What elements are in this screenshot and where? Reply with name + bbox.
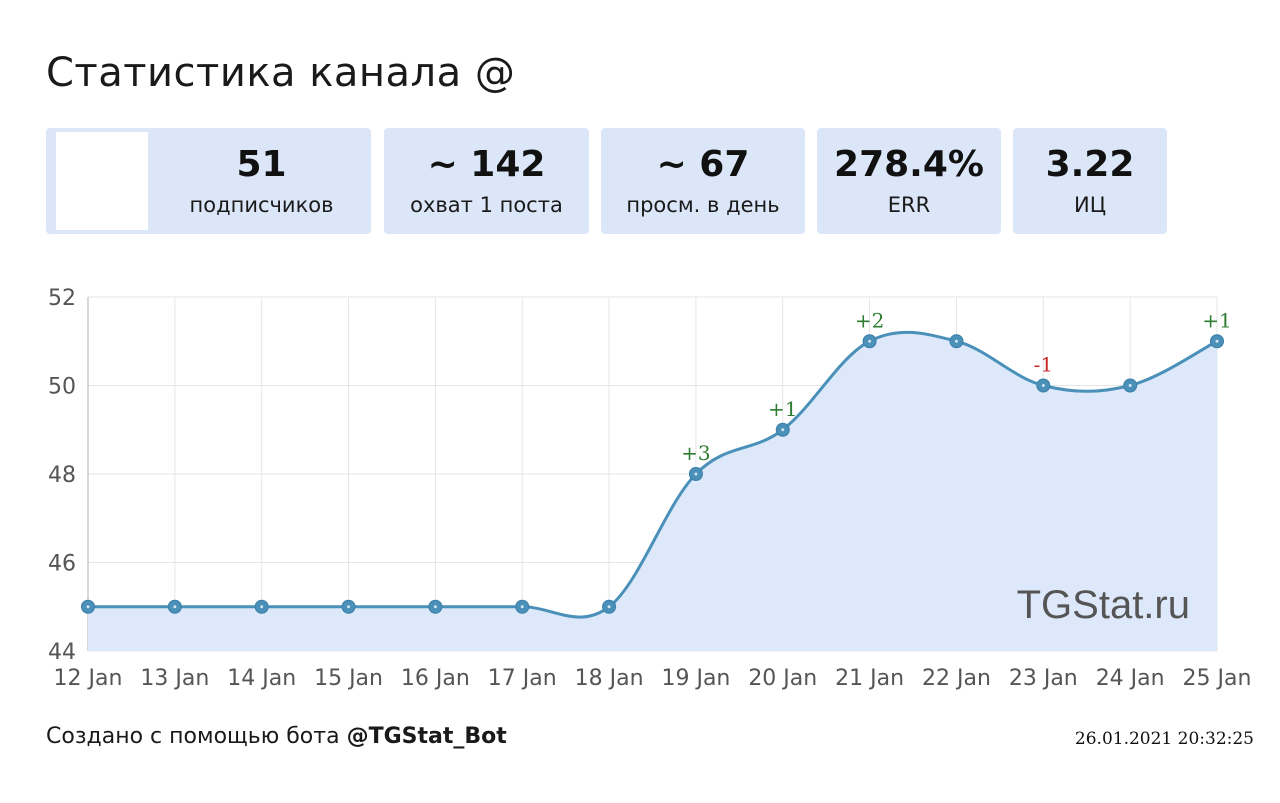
data-point-center: [954, 339, 958, 343]
data-point-center: [1128, 384, 1132, 387]
x-tick-label: 20 Jan: [748, 666, 817, 691]
footer-prefix: Создано с помощью бота: [46, 724, 347, 749]
x-tick-label: 23 Jan: [1009, 666, 1078, 691]
subscribers-card: 51 подписчиков: [46, 128, 371, 234]
reach-card: ~ 142 охват 1 поста: [384, 128, 589, 234]
x-tick-label: 15 Jan: [314, 666, 383, 691]
citation-index-label: ИЦ: [1073, 193, 1106, 218]
x-tick-label: 12 Jan: [54, 666, 123, 691]
subscribers-series-line: [87, 330, 1218, 619]
delta-annotation: -1: [1034, 353, 1053, 377]
y-tick-label: 46: [48, 552, 76, 577]
daily-views-label: просм. в день: [626, 193, 780, 218]
data-point-center: [1215, 339, 1219, 343]
data-point-center: [781, 428, 785, 432]
reach-value: ~ 142: [427, 143, 546, 185]
data-point-center: [86, 605, 90, 609]
y-tick-label: 50: [48, 375, 76, 400]
tgstat-watermark: TGStat.ru: [1017, 583, 1190, 627]
citation-index-value: 3.22: [1045, 143, 1135, 185]
data-point-center: [347, 605, 351, 609]
x-tick-label: 17 Jan: [488, 666, 557, 691]
y-tick-label: 52: [48, 286, 76, 311]
x-tick-label: 24 Jan: [1096, 666, 1165, 691]
daily-views-value: ~ 67: [656, 143, 750, 185]
x-tick-label: 18 Jan: [575, 666, 644, 691]
data-point-center: [433, 605, 437, 609]
x-axis-ticks: 12 Jan 13 Jan 14 Jan 15 Jan 16 Jan 17 Jan 18 J…: [54, 666, 1252, 691]
err-label: ERR: [887, 193, 931, 218]
x-tick-label: 14 Jan: [227, 666, 296, 691]
delta-annotation: +3: [681, 441, 710, 465]
x-tick-label: 19 Jan: [661, 666, 730, 691]
subscribers-value: 51: [236, 143, 287, 185]
delta-annotation: +1: [1202, 308, 1231, 332]
reach-label: охват 1 поста: [410, 193, 563, 218]
delta-annotations: +3 +1 +2 -1 +1: [681, 308, 1232, 465]
daily-views-card: ~ 67 просм. в день: [601, 128, 805, 234]
citation-index-card: 3.22 ИЦ: [1013, 128, 1167, 234]
x-tick-label: 25 Jan: [1183, 666, 1252, 691]
x-tick-label: 13 Jan: [140, 666, 209, 691]
subscribers-line-chart: 44 46 48 50 52 12 Jan 13 Jan 14 Jan 15 Jan 16 Ja…: [48, 286, 1252, 691]
footer-timestamp: 26.01.2021 20:32:25: [1074, 729, 1254, 749]
x-tick-label: 21 Jan: [835, 666, 904, 691]
data-point-center: [260, 605, 264, 609]
data-point-center: [694, 472, 698, 476]
subscribers-label: подписчиков: [189, 193, 334, 218]
data-point-center: [520, 605, 524, 609]
y-tick-label: 44: [48, 640, 76, 665]
stats-cards: 51 подписчиков ~ 142 охват 1 поста ~ 67 …: [46, 128, 1176, 234]
data-point-center: [1041, 384, 1045, 387]
data-point-center: [173, 605, 177, 609]
data-point-center: [607, 605, 611, 609]
delta-annotation: +2: [855, 308, 884, 332]
data-point-center: [868, 339, 872, 343]
channel-avatar: [56, 132, 148, 230]
delta-annotation: +1: [768, 397, 797, 421]
y-tick-label: 48: [48, 463, 76, 488]
err-card: 278.4% ERR: [817, 128, 1001, 234]
footer-credit: Создано с помощью бота @TGStat_Bot: [46, 724, 507, 749]
page-title: Статистика канала @: [46, 50, 516, 96]
x-tick-label: 22 Jan: [922, 666, 991, 691]
data-points: [81, 334, 1224, 614]
y-axis-ticks: 44 46 48 50 52: [48, 286, 76, 665]
chart-area-fill: [88, 332, 1217, 651]
bot-handle-link[interactable]: @TGStat_Bot: [346, 724, 507, 749]
err-value: 278.4%: [834, 143, 984, 185]
x-tick-label: 16 Jan: [401, 666, 470, 691]
